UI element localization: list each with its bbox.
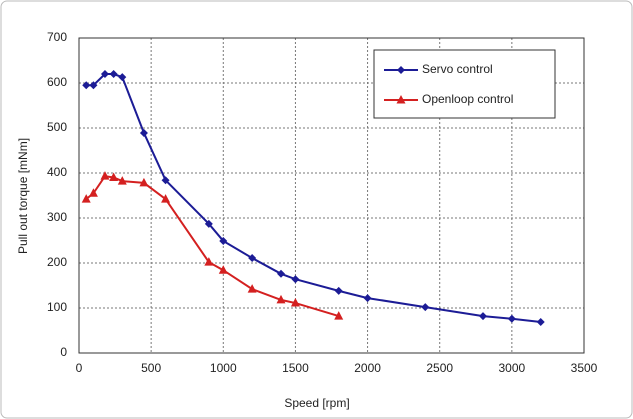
legend-label: Openloop control <box>422 92 513 106</box>
data-point <box>204 257 214 266</box>
y-tick-label: 400 <box>47 165 67 179</box>
x-tick-label: 1000 <box>210 361 237 375</box>
data-point <box>109 172 119 181</box>
data-point <box>218 265 228 274</box>
data-point <box>139 177 149 187</box>
y-tick-label: 0 <box>60 345 67 359</box>
y-tick-label: 200 <box>47 255 67 269</box>
y-axis-label: Pull out torque [mNm] <box>16 138 30 254</box>
data-point <box>81 194 91 203</box>
x-tick-label: 500 <box>141 361 161 375</box>
data-point <box>276 294 286 304</box>
x-tick-label: 3500 <box>571 361 598 375</box>
data-point <box>479 312 487 321</box>
x-tick-label: 2000 <box>354 361 381 375</box>
data-point <box>117 176 127 185</box>
data-point <box>291 275 300 284</box>
x-tick-label: 0 <box>76 361 83 375</box>
y-tick-label: 100 <box>47 300 67 314</box>
data-point <box>277 269 285 278</box>
data-point <box>109 70 118 78</box>
data-point <box>139 128 148 137</box>
data-point <box>219 236 228 245</box>
data-point <box>82 81 91 90</box>
data-point <box>88 188 98 197</box>
legend-marker <box>397 66 405 74</box>
x-tick-label: 3000 <box>499 361 526 375</box>
data-point <box>204 219 213 228</box>
legend-box <box>373 49 556 119</box>
y-tick-label: 300 <box>47 210 67 224</box>
data-point <box>247 284 257 293</box>
data-point <box>363 294 372 303</box>
y-tick-label: 700 <box>47 30 67 44</box>
y-tick-label: 500 <box>47 120 67 134</box>
data-point <box>118 73 127 82</box>
x-tick-label: 2500 <box>426 361 453 375</box>
data-point <box>421 303 430 312</box>
legend-label: Servo control <box>422 62 493 76</box>
x-axis-label: Speed [rpm] <box>284 396 349 410</box>
x-tick-label: 1500 <box>282 361 309 375</box>
data-point <box>100 171 110 180</box>
data-point <box>161 176 170 185</box>
plot-border <box>78 37 585 354</box>
data-point <box>89 81 98 90</box>
legend-marker <box>396 95 406 104</box>
data-point <box>536 317 545 326</box>
data-point <box>100 70 109 78</box>
data-point <box>334 311 344 320</box>
data-point <box>161 194 171 203</box>
data-point <box>248 254 257 263</box>
data-point <box>507 314 516 323</box>
data-point <box>334 286 343 295</box>
y-tick-label: 600 <box>47 75 67 89</box>
data-point <box>290 298 300 307</box>
